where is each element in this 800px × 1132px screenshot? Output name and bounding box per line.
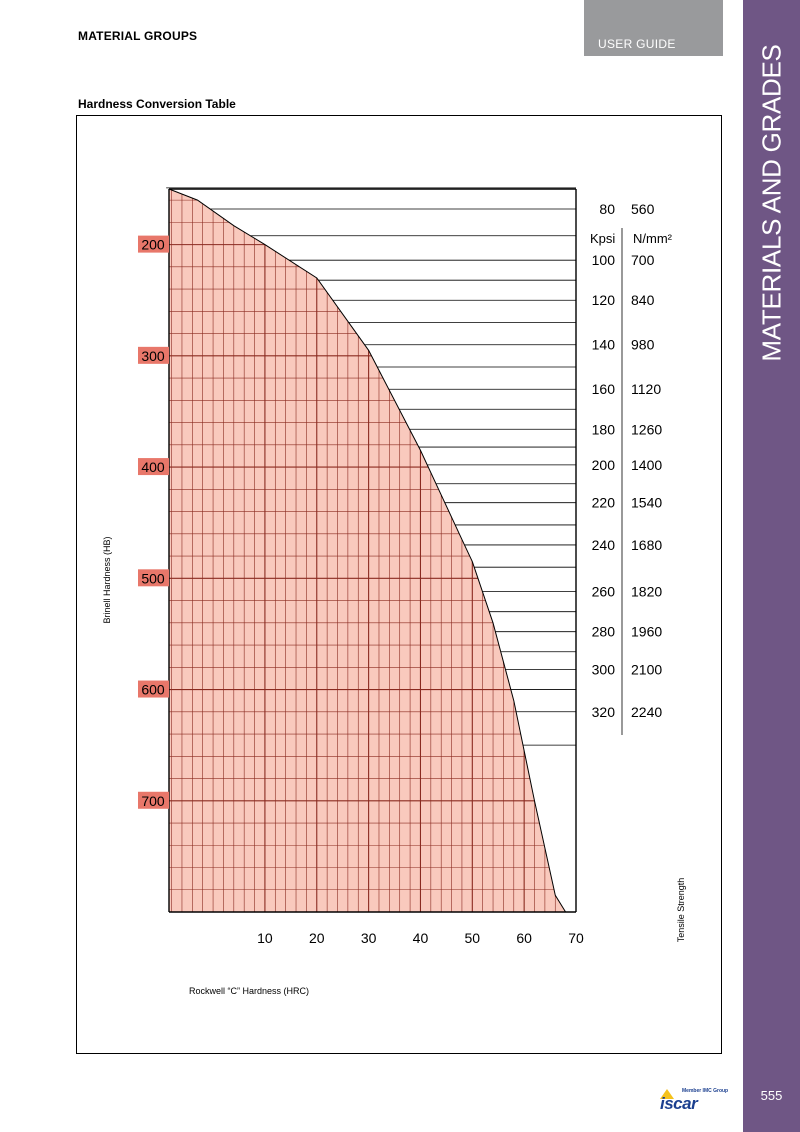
logo-wordmark: iscar (660, 1094, 698, 1113)
conversion-curve (168, 188, 567, 913)
rockwell-tick-label: 20 (309, 930, 325, 946)
tensile-nmm2-label: 700 (631, 252, 655, 268)
tensile-kpsi-label: 140 (592, 337, 616, 353)
chart-title: Hardness Conversion Table (78, 97, 236, 111)
kpsi-unit-label: Kpsi (590, 231, 615, 246)
tensile-kpsi-label: 240 (592, 537, 616, 553)
rockwell-tick-label: 10 (257, 930, 273, 946)
brinell-tick-label: 200 (141, 237, 165, 253)
tensile-nmm2-label: 1400 (631, 457, 662, 473)
tensile-nmm2-label: 1680 (631, 537, 662, 553)
page-number: 555 (760, 1088, 783, 1103)
user-guide-tab[interactable]: USER GUIDE (584, 0, 723, 56)
tensile-lines (166, 187, 576, 746)
brinell-label-bg (138, 680, 169, 698)
chart-frame (76, 115, 722, 1054)
rockwell-tick-label: 40 (413, 930, 429, 946)
tensile-kpsi-label: 260 (592, 584, 616, 600)
tensile-kpsi-label: 200 (592, 457, 616, 473)
rockwell-tick-label: 70 (568, 930, 584, 946)
tensile-nmm2-label: 1260 (631, 421, 662, 437)
tensile-nmm2-label: 2100 (631, 662, 662, 678)
rockwell-tick-label: 60 (516, 930, 532, 946)
brinell-label-bg (138, 791, 169, 809)
brinell-label-bg (138, 235, 169, 253)
tensile-kpsi-label: 280 (592, 624, 616, 640)
tensile-nmm2-label: 1960 (631, 624, 662, 640)
tensile-labels: 80 560 100 700 120 840 140 980 160 1120 180 1260 200… (592, 201, 662, 735)
tensile-nmm2-label: 1540 (631, 495, 662, 511)
section-title: MATERIAL GROUPS (78, 29, 198, 43)
hardness-area (169, 189, 566, 912)
tensile-nmm2-label: 2240 (631, 704, 662, 720)
brinell-tick-label: 600 (141, 682, 165, 698)
logo-flag-icon (660, 1089, 674, 1099)
side-band (743, 0, 800, 1132)
rockwell-tick-labels: 10 20 30 40 50 60 70 (257, 930, 584, 946)
rockwell-tick-label: 50 (465, 930, 481, 946)
tensile-axis-label: Tensile Strength (676, 878, 686, 943)
tensile-kpsi-label: 120 (592, 292, 616, 308)
tensile-kpsi-label: 300 (592, 662, 616, 678)
brinell-label-bg (138, 346, 169, 364)
tensile-nmm2-label: 560 (631, 201, 655, 217)
tensile-kpsi-label: 160 (592, 381, 616, 397)
brinell-tick-label: 500 (141, 570, 165, 586)
rockwell-tick-label: 30 (361, 930, 377, 946)
logo-tagline: Member IMC Group (682, 1088, 729, 1094)
tensile-kpsi-label: 80 (599, 201, 615, 217)
user-guide-label: USER GUIDE (598, 37, 676, 51)
tensile-kpsi-label: 100 (592, 252, 616, 268)
brinell-tick-labels: 200 300 400 500 600 700 (138, 235, 169, 809)
tensile-kpsi-label: 220 (592, 495, 616, 511)
x-axis-label: Rockwell “C” Hardness (HRC) (189, 986, 309, 996)
brinell-label-bg (138, 458, 169, 476)
brinell-tick-label: 700 (141, 793, 165, 809)
tensile-kpsi-label: 320 (592, 704, 616, 720)
tensile-nmm2-label: 1820 (631, 584, 662, 600)
brinell-tick-label: 400 (141, 459, 165, 475)
tensile-nmm2-label: 980 (631, 337, 655, 353)
tensile-nmm2-label: 1120 (631, 381, 661, 397)
brinell-label-bg (138, 569, 169, 587)
nmm2-unit-label: N/mm² (633, 231, 673, 246)
brinell-tick-label: 300 (141, 348, 165, 364)
tensile-kpsi-label: 180 (592, 421, 616, 437)
tensile-nmm2-label: 840 (631, 292, 655, 308)
y-axis-label: Brinell Hardness (HB) (102, 536, 112, 623)
iscar-logo: Member IMC Group iscar (652, 1088, 732, 1114)
